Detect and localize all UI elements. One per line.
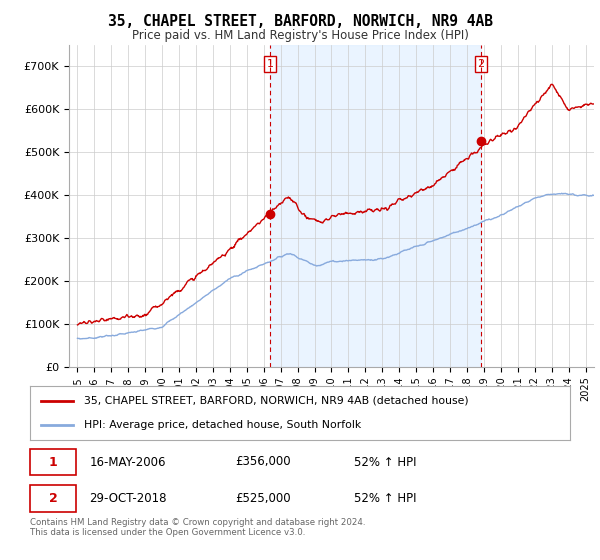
Text: 16-MAY-2006: 16-MAY-2006 (89, 455, 166, 469)
Text: 35, CHAPEL STREET, BARFORD, NORWICH, NR9 4AB: 35, CHAPEL STREET, BARFORD, NORWICH, NR9… (107, 14, 493, 29)
Text: 2: 2 (49, 492, 58, 505)
Text: Price paid vs. HM Land Registry's House Price Index (HPI): Price paid vs. HM Land Registry's House … (131, 29, 469, 42)
Text: 52% ↑ HPI: 52% ↑ HPI (354, 492, 416, 505)
Text: £525,000: £525,000 (235, 492, 291, 505)
Text: 2: 2 (478, 59, 485, 69)
FancyBboxPatch shape (30, 485, 76, 512)
Text: 35, CHAPEL STREET, BARFORD, NORWICH, NR9 4AB (detached house): 35, CHAPEL STREET, BARFORD, NORWICH, NR9… (84, 396, 469, 406)
Text: 52% ↑ HPI: 52% ↑ HPI (354, 455, 416, 469)
Text: 1: 1 (49, 455, 58, 469)
Text: HPI: Average price, detached house, South Norfolk: HPI: Average price, detached house, Sout… (84, 420, 361, 430)
Text: 1: 1 (266, 59, 274, 69)
Text: £356,000: £356,000 (235, 455, 291, 469)
Bar (270, 45, 481, 367)
FancyBboxPatch shape (30, 449, 76, 475)
Text: Contains HM Land Registry data © Crown copyright and database right 2024.
This d: Contains HM Land Registry data © Crown c… (30, 518, 365, 538)
Text: 29-OCT-2018: 29-OCT-2018 (89, 492, 167, 505)
